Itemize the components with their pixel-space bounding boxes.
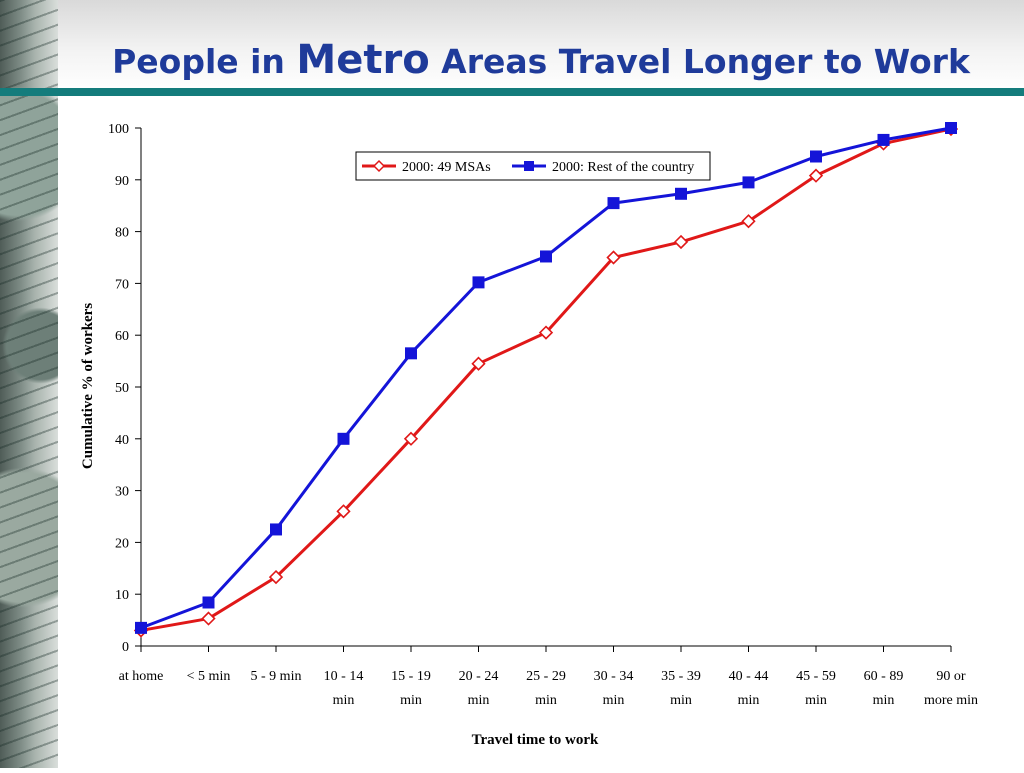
x-tick-label: more min	[924, 693, 978, 708]
data-point-square	[675, 187, 687, 200]
y-tick-label: 80	[115, 226, 129, 241]
x-tick-label: at home	[119, 669, 164, 684]
legend-marker-square	[524, 161, 534, 171]
y-tick-label: 10	[115, 588, 129, 603]
x-tick-label: 15 - 19	[391, 669, 431, 684]
data-point-square	[607, 197, 620, 210]
x-tick-label: 10 - 14	[324, 669, 364, 684]
x-tick-label: < 5 min	[187, 669, 231, 684]
x-tick-label: min	[400, 693, 422, 708]
data-point-diamond	[268, 569, 284, 585]
x-tick-label: min	[738, 693, 760, 708]
x-tick-label: 30 - 34	[594, 669, 634, 684]
series-line	[140, 127, 952, 632]
data-point-square	[810, 150, 822, 163]
data-point-square	[877, 133, 890, 146]
y-tick-label: 50	[115, 381, 129, 396]
x-tick-label: min	[603, 693, 625, 708]
data-point-diamond	[471, 356, 486, 371]
chart-container: 0 10 20 30 40 50 60 70 80 90 100 at home < 5 min 5 - …	[58, 96, 1024, 773]
x-tick-label: 40 - 44	[729, 669, 769, 684]
slide-title: People in Metro Areas Travel Longer to W…	[58, 34, 1024, 86]
y-tick-label: 0	[122, 640, 129, 655]
y-tick-label: 60	[115, 329, 129, 344]
x-tick-label: 5 - 9 min	[251, 669, 302, 684]
x-tick-label: 90 or	[936, 669, 966, 684]
y-tick-label: 30	[115, 485, 129, 500]
x-axis-label: Travel time to work	[472, 732, 599, 748]
series-line	[140, 126, 952, 630]
data-point-square	[135, 621, 147, 634]
data-point-square	[945, 122, 957, 134]
data-point-diamond	[336, 504, 351, 519]
y-tick-label: 90	[115, 174, 129, 189]
title-emphasis: Metro	[296, 37, 430, 83]
data-point-square	[270, 523, 282, 536]
title-part-1: People in	[112, 42, 297, 81]
y-tick-label: 70	[115, 277, 129, 292]
data-point-square	[472, 276, 485, 289]
chart-axes: 0 10 20 30 40 50 60 70 80 90 100 at home < 5 min 5 - …	[108, 122, 978, 708]
x-tick-label: 25 - 29	[526, 669, 566, 684]
y-tick-label: 100	[108, 122, 129, 137]
x-tick-label: min	[468, 693, 490, 708]
data-point-diamond	[808, 168, 824, 183]
data-point-diamond	[201, 611, 216, 626]
data-point-diamond	[741, 214, 756, 229]
x-tick-label: min	[535, 693, 557, 708]
y-axis-label: Cumulative % of workers	[80, 303, 96, 469]
data-point-square	[405, 347, 417, 360]
chart-series	[133, 121, 959, 638]
data-point-diamond	[403, 431, 419, 446]
x-tick-label: 60 - 89	[864, 669, 904, 684]
data-point-square	[202, 596, 215, 609]
x-tick-label: 45 - 59	[796, 669, 836, 684]
x-tick-label: 20 - 24	[459, 669, 499, 684]
data-point-diamond	[538, 325, 554, 340]
x-tick-label: 35 - 39	[661, 669, 701, 684]
y-tick-label: 40	[115, 433, 129, 448]
data-point-square	[540, 250, 552, 263]
x-tick-label: min	[333, 693, 355, 708]
title-background	[0, 0, 1024, 92]
title-divider	[0, 88, 1024, 96]
decorative-map-strip	[0, 0, 58, 768]
data-point-diamond	[673, 234, 689, 250]
title-part-2: Areas Travel Longer to Work	[429, 42, 970, 81]
x-tick-label: min	[805, 693, 827, 708]
y-tick-label: 20	[115, 536, 129, 551]
legend-label: 2000: Rest of the country	[552, 160, 694, 175]
legend-marker-diamond	[372, 159, 386, 173]
x-tick-label: min	[670, 693, 692, 708]
data-point-square	[337, 432, 350, 445]
data-point-diamond	[606, 250, 621, 265]
line-chart: 0 10 20 30 40 50 60 70 80 90 100 at home < 5 min 5 - …	[80, 121, 978, 748]
x-tick-label: min	[873, 693, 895, 708]
data-point-square	[742, 176, 755, 189]
chart-legend: 2000: 49 MSAs 2000: Rest of the country	[355, 151, 711, 181]
legend-label: 2000: 49 MSAs	[402, 160, 491, 175]
